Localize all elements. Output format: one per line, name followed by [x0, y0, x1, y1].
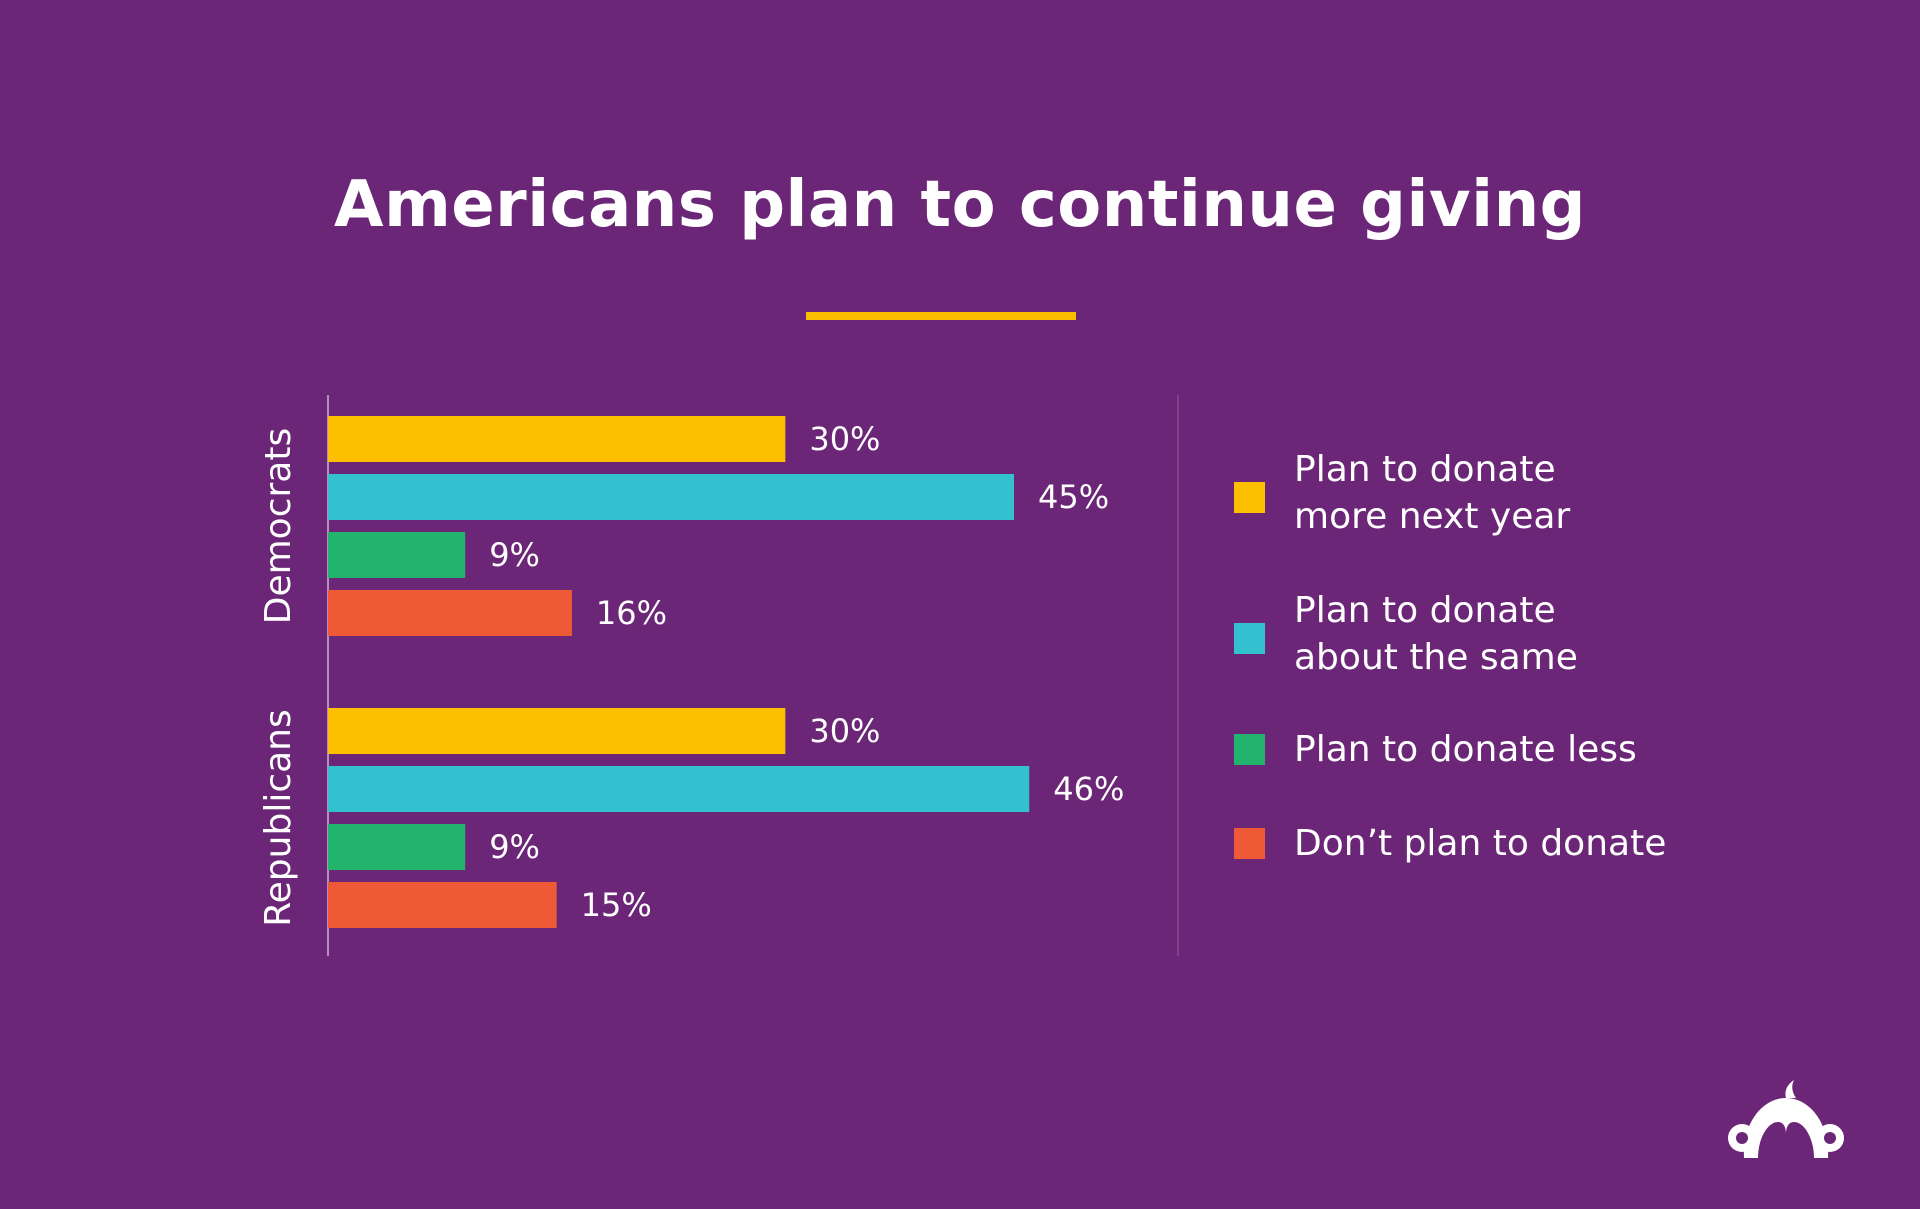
data-label-republicans-same: 46%	[1053, 770, 1124, 808]
group-label-democrats: Democrats	[258, 428, 299, 625]
legend-label-none: Don’t plan to donate	[1294, 823, 1667, 864]
bar-democrats-more	[328, 416, 786, 462]
legend-label-more: Plan to donate more next year	[1294, 449, 1571, 537]
data-label-republicans-none: 15%	[581, 886, 652, 924]
group-label-republicans: Republicans	[258, 709, 299, 927]
data-label-democrats-same: 45%	[1038, 478, 1109, 516]
bar-democrats-none	[328, 590, 572, 636]
legend-label-less: Plan to donate less	[1294, 729, 1637, 770]
legend-swatch-less	[1234, 734, 1265, 765]
data-label-democrats-less: 9%	[489, 536, 540, 574]
surveymonkey-logo-icon	[1728, 1080, 1844, 1158]
chart-title: Americans plan to continue giving	[334, 168, 1586, 242]
title-underline	[806, 312, 1076, 320]
data-label-democrats-more: 30%	[809, 420, 880, 458]
legend-swatch-none	[1234, 828, 1265, 859]
legend-swatch-more	[1234, 482, 1265, 513]
bar-republicans-less	[328, 824, 466, 870]
legend-label-same: Plan to donate about the same	[1294, 590, 1578, 678]
bar-republicans-same	[328, 766, 1030, 812]
bar-republicans-none	[328, 882, 557, 928]
bar-democrats-less	[328, 532, 466, 578]
data-label-republicans-more: 30%	[809, 712, 880, 750]
data-label-democrats-none: 16%	[596, 594, 667, 632]
bar-democrats-same	[328, 474, 1014, 520]
bar-republicans-more	[328, 708, 786, 754]
data-label-republicans-less: 9%	[489, 828, 540, 866]
legend-swatch-same	[1234, 623, 1265, 654]
